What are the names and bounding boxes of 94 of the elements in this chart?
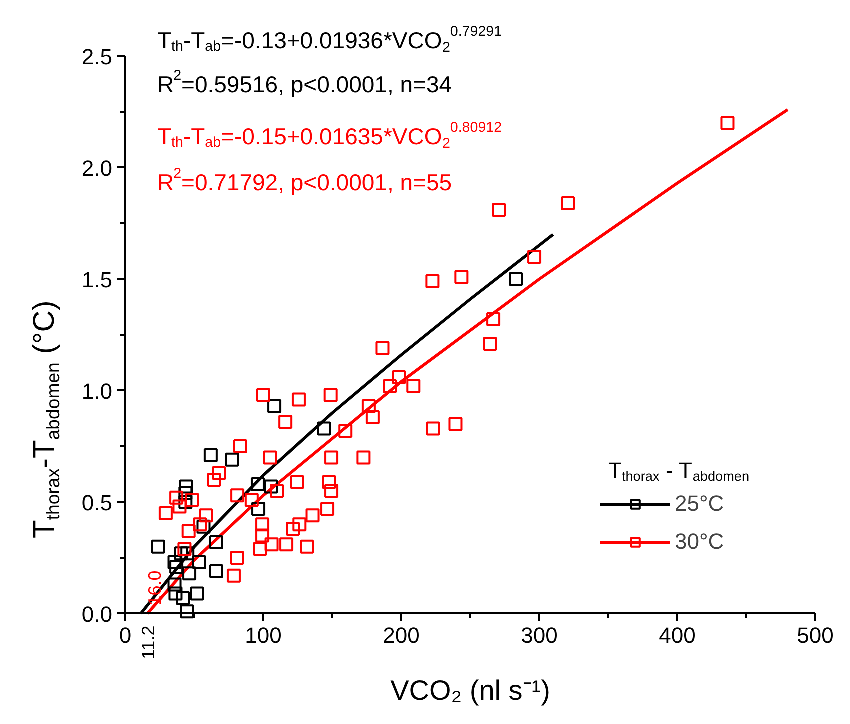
point	[225, 452, 240, 467]
point	[209, 535, 224, 550]
point	[383, 379, 398, 394]
point	[268, 399, 282, 414]
point	[182, 566, 197, 581]
point	[306, 508, 320, 523]
point	[392, 370, 406, 384]
x-tick-label: 500	[797, 622, 834, 648]
point	[509, 272, 524, 286]
point	[233, 440, 248, 454]
point	[486, 312, 501, 326]
point	[264, 480, 278, 494]
point	[324, 450, 339, 465]
x-tick-label: 0	[119, 622, 132, 648]
x-tick-label: 100	[245, 622, 282, 648]
line-series	[146, 108, 790, 616]
annotation: 11.2	[138, 626, 158, 660]
point	[209, 564, 224, 578]
point	[720, 116, 735, 130]
point	[252, 502, 266, 516]
x-tick-label: 300	[521, 622, 558, 648]
point	[178, 542, 192, 556]
point	[199, 508, 214, 523]
point	[426, 422, 440, 436]
point	[158, 506, 173, 520]
point	[244, 493, 259, 508]
point	[454, 270, 469, 284]
point	[250, 477, 265, 492]
y-axis-title: Tthorax-Tabdomen (°C)	[28, 300, 64, 538]
x-tick-label: 200	[383, 622, 420, 648]
point	[256, 518, 270, 532]
point	[270, 484, 284, 498]
point	[185, 493, 200, 508]
point	[168, 586, 183, 601]
point	[492, 203, 506, 218]
point	[286, 522, 300, 536]
point	[204, 448, 218, 462]
point	[256, 388, 270, 402]
point	[263, 450, 278, 465]
point	[362, 399, 376, 414]
point	[190, 586, 204, 601]
point	[207, 473, 222, 487]
point	[192, 556, 206, 570]
point	[178, 495, 193, 510]
point	[561, 196, 576, 210]
point	[196, 520, 211, 534]
point	[280, 538, 294, 552]
point	[426, 274, 440, 289]
point	[366, 410, 380, 425]
y-tick-label: 0.5	[82, 490, 113, 516]
point	[256, 528, 270, 543]
point	[356, 450, 371, 465]
point	[253, 542, 268, 556]
point	[264, 538, 279, 552]
point	[292, 518, 307, 532]
x-tick-label: 400	[659, 622, 696, 648]
x-axis-title: VCO₂ (nl s⁻¹)	[390, 675, 550, 706]
point	[317, 422, 332, 436]
point	[483, 336, 498, 351]
y-tick-label: 2.5	[82, 44, 113, 70]
point	[324, 484, 339, 498]
point	[324, 388, 338, 402]
point	[182, 524, 196, 538]
y-tick-label: 1.5	[82, 267, 113, 292]
point	[406, 379, 421, 394]
y-tick-label: 0.0	[82, 602, 113, 627]
point	[168, 578, 182, 592]
y-tick-label: 2.0	[82, 156, 113, 181]
point	[292, 392, 306, 407]
point	[226, 568, 241, 583]
point	[376, 341, 390, 356]
point	[212, 466, 226, 480]
point	[448, 417, 463, 432]
point	[151, 540, 166, 554]
point	[528, 250, 542, 264]
point	[230, 551, 244, 566]
point	[193, 518, 208, 532]
point	[170, 560, 184, 574]
point	[180, 604, 194, 619]
point	[320, 502, 335, 516]
point	[179, 480, 194, 494]
point	[338, 424, 353, 438]
y-tick-label: 1.0	[82, 378, 113, 404]
point	[322, 475, 336, 490]
point	[290, 475, 304, 490]
point	[172, 500, 187, 514]
point	[170, 490, 184, 505]
point	[168, 556, 182, 570]
point	[300, 540, 314, 554]
legend-label: 30°C	[675, 529, 724, 555]
point	[176, 591, 190, 606]
point	[278, 415, 293, 430]
point	[230, 488, 245, 503]
legend-label: 25°C	[675, 491, 724, 517]
